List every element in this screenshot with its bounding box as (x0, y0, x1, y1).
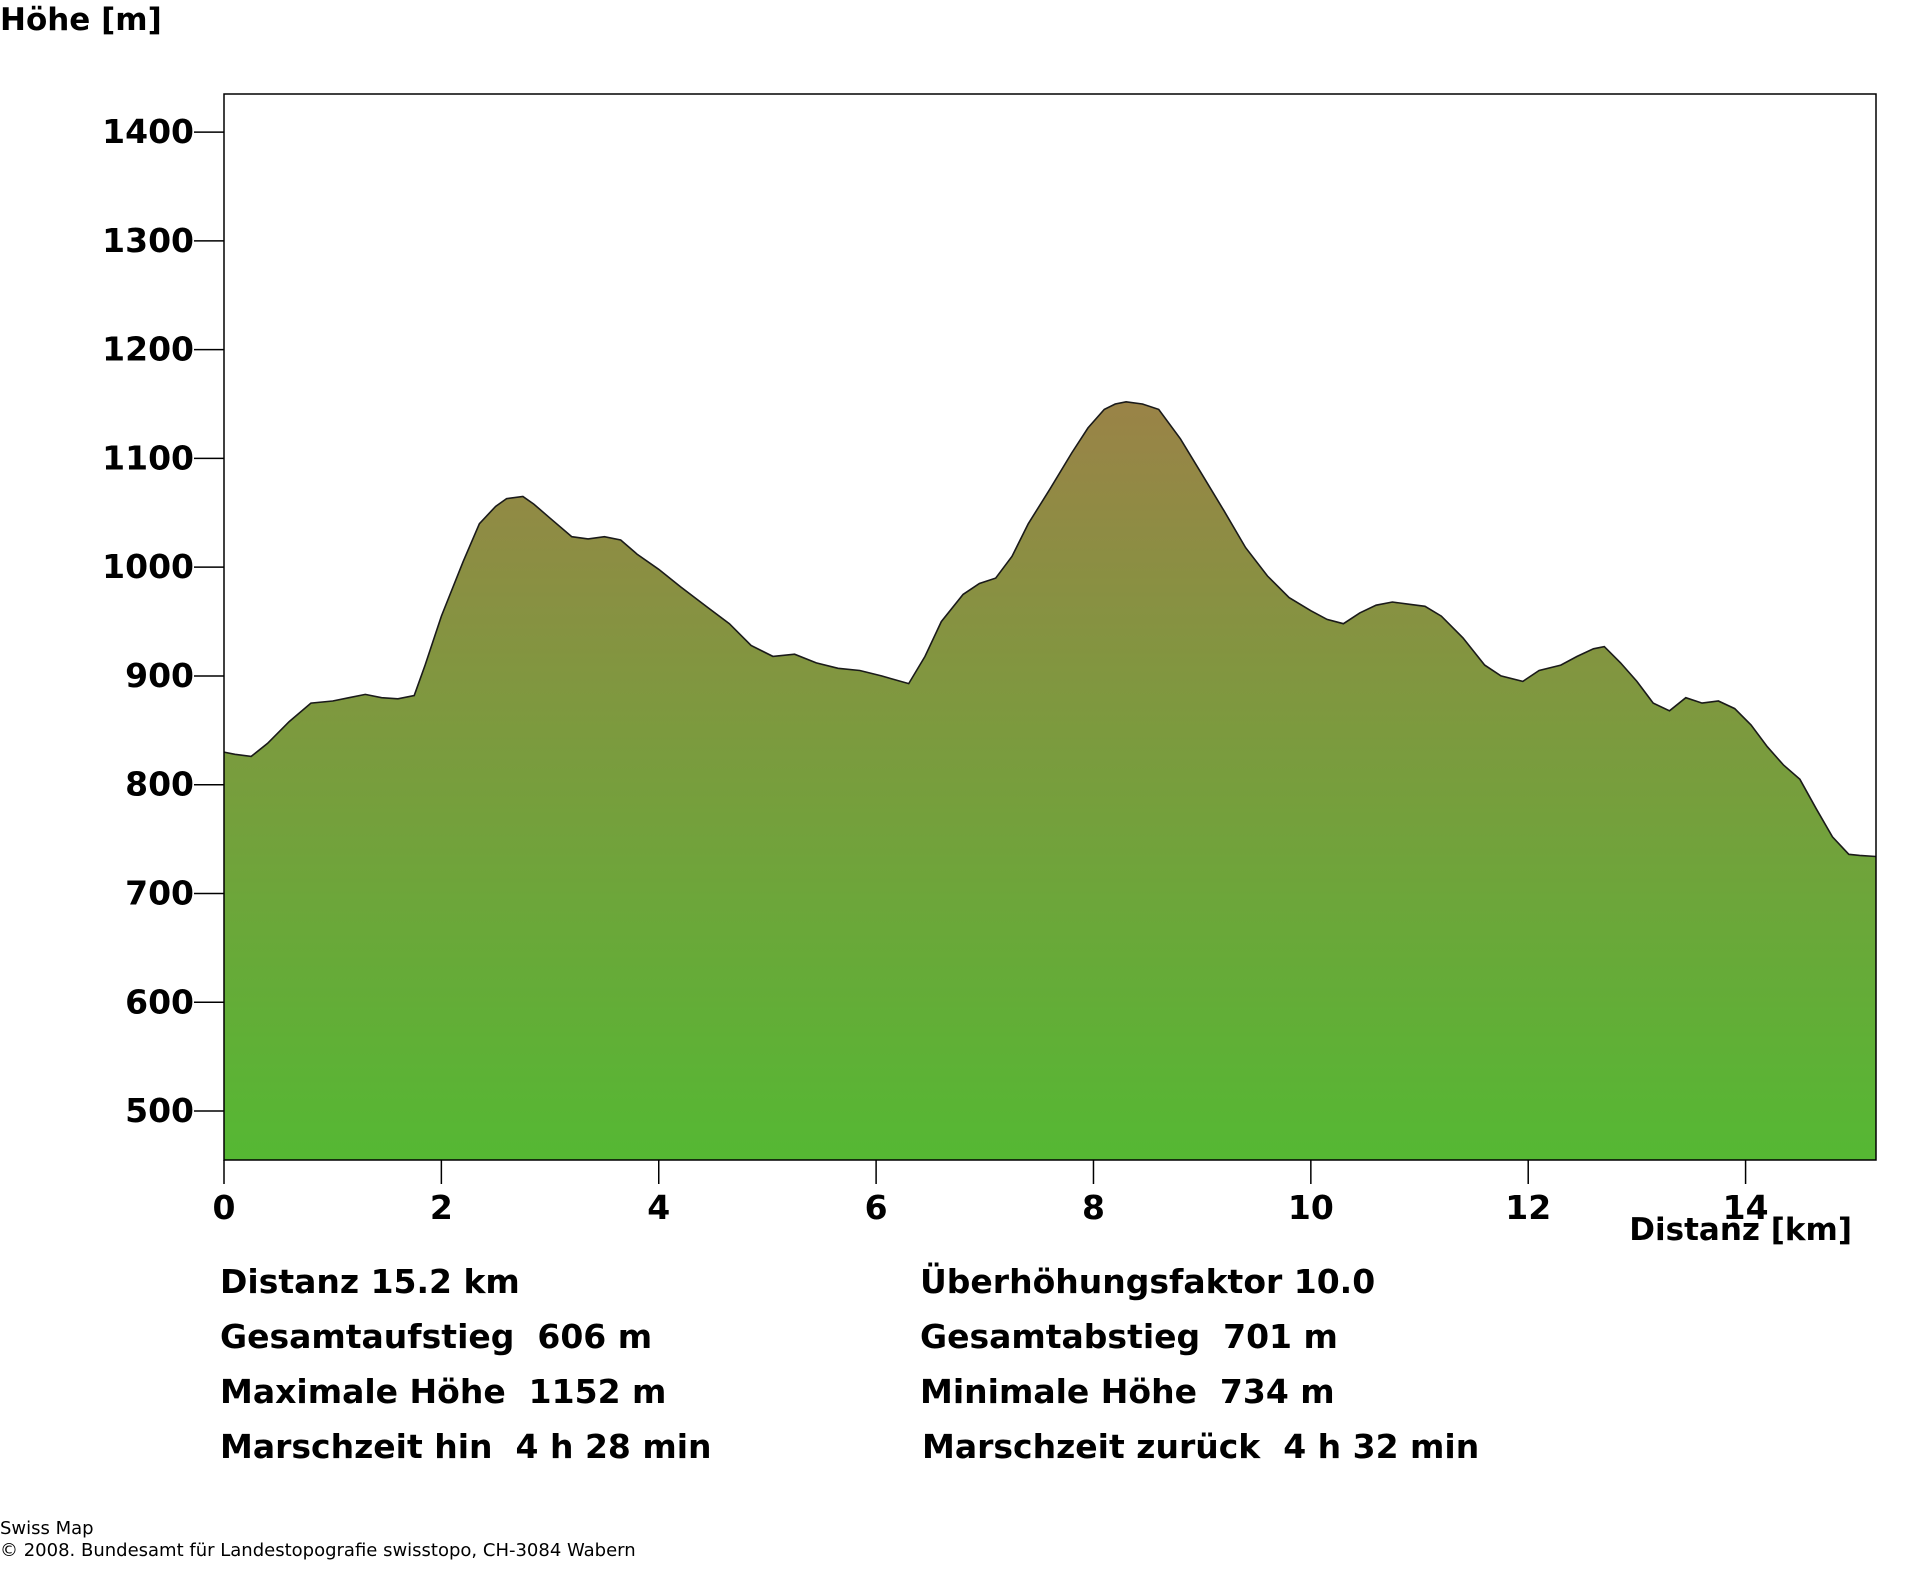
y-tick-label: 700 (125, 874, 194, 913)
y-tick-label: 1000 (102, 547, 194, 586)
stat-gesamtaufstieg: Gesamtaufstieg 606 m (220, 1317, 653, 1356)
footer-copyright: © 2008. Bundesamt für Landestopografie s… (0, 1540, 636, 1561)
x-tick-label: 2 (430, 1188, 453, 1227)
elevation-outline (223, 400, 1877, 858)
stat-gesamtabstieg: Gesamtabstieg 701 m (920, 1317, 1338, 1356)
y-tick-label: 1100 (102, 438, 194, 477)
stat-minimale-hoehe: Minimale Höhe 734 m (920, 1372, 1335, 1411)
y-axis-label: Höhe [m] (0, 2, 162, 38)
footer-brand: Swiss Map (0, 1518, 94, 1539)
y-tick-label: 1400 (102, 112, 194, 151)
x-tick-label: 0 (213, 1188, 236, 1227)
x-tick-label: 10 (1288, 1188, 1334, 1227)
x-tick-label: 12 (1505, 1188, 1551, 1227)
plot-frame (223, 93, 1877, 1161)
x-tick-label: 8 (1082, 1188, 1105, 1227)
x-axis-label: Distanz [km] (1629, 1212, 1852, 1248)
y-tick-label: 500 (125, 1091, 194, 1130)
x-axis: 0 2 4 6 8 10 12 14 (213, 1160, 1769, 1227)
x-tick-label: 6 (865, 1188, 888, 1227)
stat-distanz: Distanz 15.2 km (220, 1262, 520, 1301)
x-tick-label: 4 (647, 1188, 670, 1227)
elevation-area (224, 401, 1876, 1160)
stat-maximale-hoehe: Maximale Höhe 1152 m (220, 1372, 667, 1411)
stat-ueberhoehungsfaktor: Überhöhungsfaktor 10.0 (920, 1262, 1376, 1301)
elevation-profile-chart: 500 600 700 800 900 1000 1100 1200 1300 1400 0 2 4 6… (102, 93, 1877, 1248)
stat-marschzeit-zurueck: Marschzeit zurück 4 h 32 min (922, 1427, 1480, 1466)
y-tick-label: 600 (125, 982, 194, 1021)
y-axis: 500 600 700 800 900 1000 1100 1200 1300 1400 (102, 112, 224, 1130)
stat-marschzeit-hin: Marschzeit hin 4 h 28 min (220, 1427, 712, 1466)
y-tick-label: 1200 (102, 330, 194, 369)
y-tick-label: 900 (125, 656, 194, 695)
y-tick-label: 1300 (102, 221, 194, 260)
x-tick-label: 14 (1723, 1188, 1769, 1227)
y-tick-label: 800 (125, 765, 194, 804)
